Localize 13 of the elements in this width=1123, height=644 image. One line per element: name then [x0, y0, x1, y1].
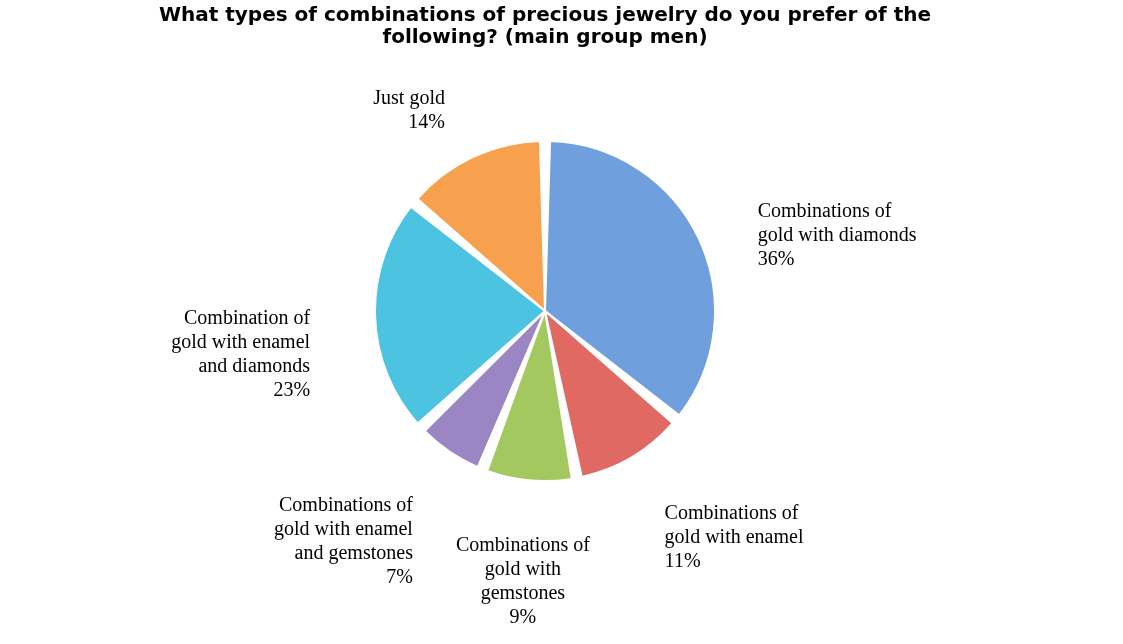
data-label: 7% [386, 565, 413, 588]
slice-label: Combinations of gold with enamel and gemstones [274, 493, 414, 565]
data-label: 9% [509, 604, 537, 627]
slice-label: Combinations of gold with enamel [664, 501, 804, 549]
slice-label: Combinations of gold with gemstones [455, 532, 591, 604]
data-label: 36% [757, 246, 795, 269]
data-label: 11% [664, 549, 701, 572]
slice-label: Combinations of gold with diamonds [757, 198, 917, 246]
slice-label: Combination of gold with enamel and diamonds [171, 306, 311, 377]
chart-title: What types of combinations of precious jewelry do you prefer of the following? (main group men) [158, 2, 932, 48]
data-label: 23% [273, 378, 311, 401]
data-label: 14% [408, 110, 445, 133]
slice-label: Just gold [373, 86, 445, 110]
